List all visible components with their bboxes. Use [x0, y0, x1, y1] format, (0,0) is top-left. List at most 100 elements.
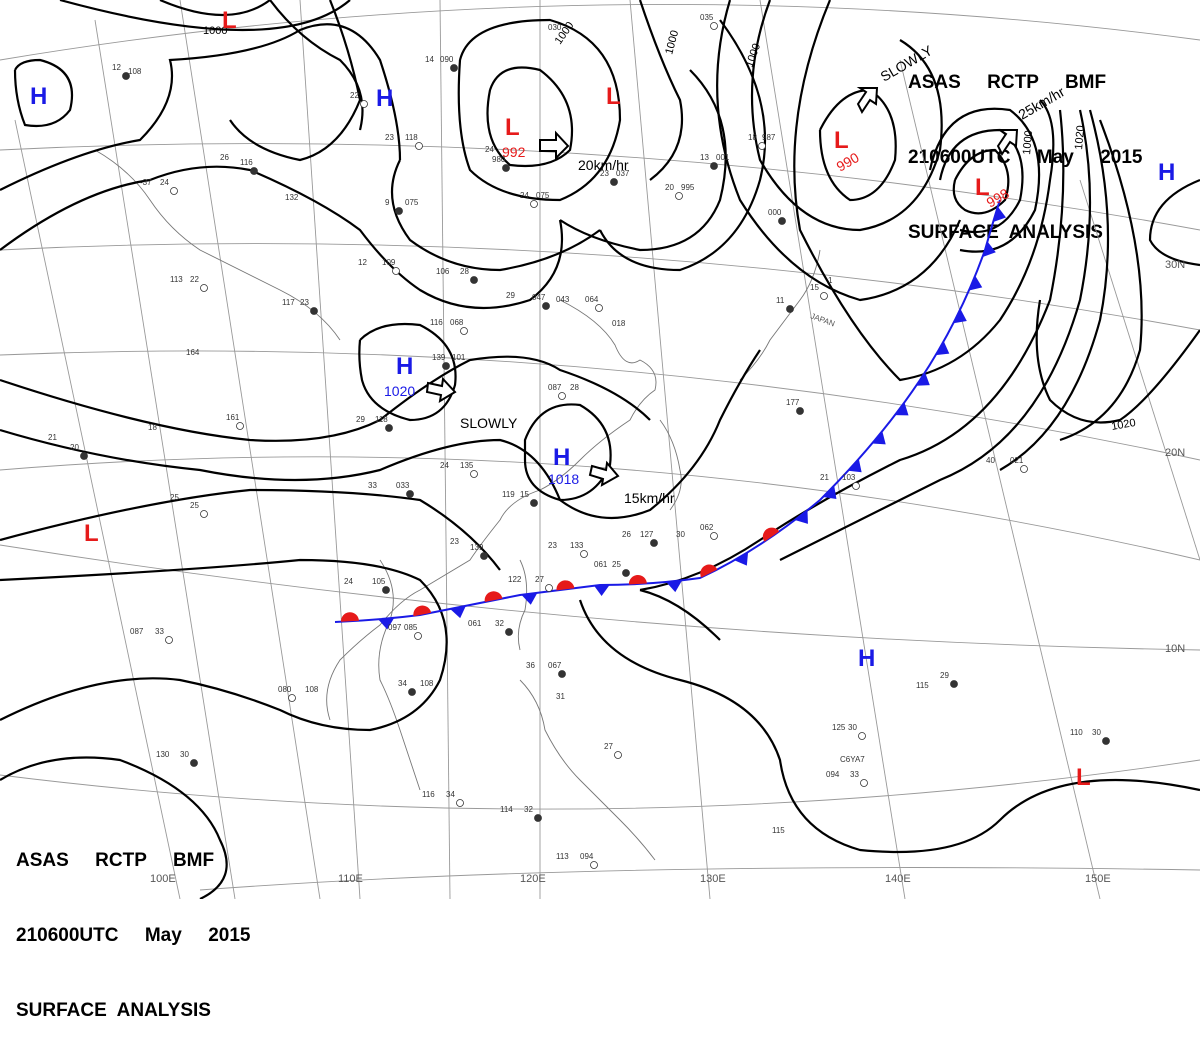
isobar — [639, 109, 1065, 592]
station-model-icon — [200, 510, 208, 518]
parallel — [0, 759, 1200, 810]
station-model-icon — [415, 142, 423, 150]
isobar — [159, 0, 271, 16]
cold-front-triangle-icon — [450, 605, 466, 619]
station-value: 26 — [622, 530, 631, 539]
isobar — [638, 0, 684, 181]
station-value: 033 — [396, 481, 410, 490]
cold-front-triangle-icon — [666, 580, 683, 593]
station-value: 108 — [305, 685, 319, 694]
station-value: 113 — [170, 275, 183, 284]
station-model-icon — [860, 779, 868, 787]
station-value: 097 — [388, 623, 402, 632]
station-value: 30 — [1092, 728, 1101, 737]
warm-front-semicircle-icon — [340, 612, 359, 622]
station-value: 21 — [820, 473, 829, 482]
station-model-icon — [542, 302, 550, 310]
station-value: 24 — [344, 577, 353, 586]
station-value: 20 — [70, 443, 79, 452]
station-model-icon — [460, 327, 468, 335]
isobar — [358, 322, 457, 422]
station-value: 23 — [450, 537, 459, 546]
parallel — [0, 350, 1200, 461]
station-model-icon — [675, 192, 683, 200]
station-value: 18 — [148, 423, 157, 432]
station-model-icon — [470, 276, 478, 284]
station-model-icon — [165, 636, 173, 644]
station-value: 23 — [300, 298, 309, 307]
movement-arrow-icon — [539, 130, 570, 161]
station-value: 22 — [190, 275, 199, 284]
station-value: 030 — [548, 23, 562, 32]
isobar — [0, 756, 228, 899]
station-value: 133 — [570, 541, 584, 550]
parallel — [0, 243, 1200, 331]
parallel — [0, 544, 1200, 651]
station-model-icon — [395, 207, 403, 215]
station-model-icon — [414, 632, 422, 640]
isobar — [716, 0, 962, 302]
station-model-icon — [534, 814, 542, 822]
station-model-icon — [200, 284, 208, 292]
isobar — [818, 88, 897, 202]
station-value: 047 — [532, 293, 546, 302]
isobar — [13, 58, 74, 128]
station-value: 139 — [470, 543, 484, 552]
cold-front-triangle-icon — [953, 308, 967, 324]
station-value: 15 — [810, 283, 819, 292]
cold-front-triangle-icon — [968, 275, 983, 291]
station-value: 125 — [832, 723, 846, 732]
station-model-icon — [590, 861, 598, 869]
isobar — [229, 0, 362, 162]
header-station-line: ASAS RCTP BMF — [908, 72, 1107, 93]
station-model-icon — [786, 305, 794, 313]
isobar — [486, 66, 574, 168]
high-pressure-center: H — [376, 85, 393, 112]
cold-front-triangle-icon — [983, 241, 996, 257]
isobar — [1035, 299, 1200, 424]
station-value: 117 — [282, 298, 295, 307]
high-pressure-center: H — [553, 444, 570, 471]
station-value: 035 — [700, 13, 714, 22]
isobar — [938, 128, 1024, 234]
station-value: 115 — [916, 681, 929, 690]
station-value: 987 — [762, 133, 776, 142]
cold-front-triangle-icon — [794, 510, 808, 524]
warm-front-semicircle-icon — [413, 605, 432, 617]
station-model-icon — [80, 452, 88, 460]
station-model-icon — [450, 64, 458, 72]
cold-front-triangle-icon — [822, 485, 837, 500]
station-model-icon — [622, 569, 630, 577]
isobar-label: 1000 — [1021, 130, 1035, 155]
station-model-icon — [796, 407, 804, 415]
station-value: 087 — [548, 383, 562, 392]
station-value: 118 — [405, 133, 418, 142]
movement-arrow-icon — [856, 87, 879, 114]
station-model-icon — [545, 584, 553, 592]
station-value: 090 — [440, 55, 454, 64]
station-value: 30 — [848, 723, 857, 732]
station-value: 995 — [681, 183, 695, 192]
isobar — [750, 0, 943, 232]
isobar — [0, 558, 448, 732]
station-value: 32 — [524, 805, 533, 814]
isobar — [578, 599, 1200, 854]
station-model-icon — [558, 392, 566, 400]
cold-front-triangle-icon — [894, 402, 909, 416]
station-value: 33 — [368, 481, 377, 490]
station-value: 28 — [570, 383, 579, 392]
isobar — [390, 159, 601, 272]
station-value: 001 — [716, 153, 730, 162]
front-symbols — [340, 206, 1006, 630]
front — [334, 199, 1006, 630]
cold-front-triangle-icon — [848, 458, 862, 473]
station-model-icon — [392, 267, 400, 275]
station-value: 113 — [556, 852, 569, 861]
station-value: 40 — [986, 456, 995, 465]
station-value: 36 — [526, 661, 535, 670]
meridian — [14, 119, 181, 899]
station-value: 061 — [468, 619, 482, 628]
station-model-icon — [1020, 465, 1028, 473]
station-value: 21 — [48, 433, 57, 442]
station-value: 20 — [665, 183, 674, 192]
